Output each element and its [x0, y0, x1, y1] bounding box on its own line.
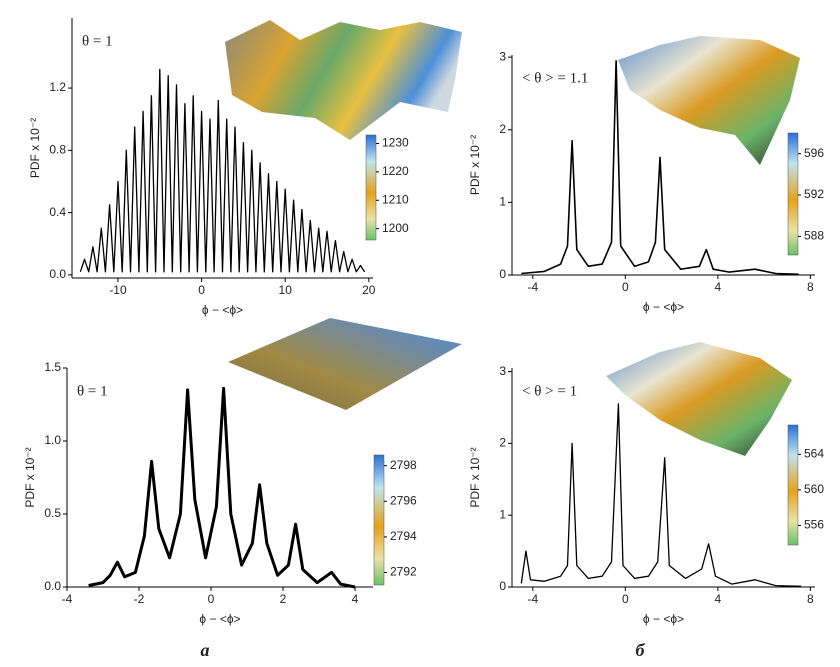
data-line: [88, 386, 356, 589]
colorbar-tick-label: 588: [804, 229, 824, 243]
colorbar: [365, 134, 377, 241]
annotation: θ = 1: [82, 33, 113, 49]
y-tick-label: 0.5: [44, 506, 61, 520]
data-line: [79, 68, 366, 273]
colorbar-tick-label: 596: [804, 146, 824, 160]
y-tick-label: 1.0: [44, 433, 61, 447]
x-tick-label: -4: [62, 592, 73, 606]
x-axis-label: ϕ − <ϕ>: [202, 303, 243, 317]
colorbar-tick-label: 1220: [382, 164, 409, 178]
caption: a: [201, 640, 210, 660]
colorbar-tick-label: 2796: [390, 493, 417, 507]
colorbar-tick-label: 564: [804, 447, 824, 461]
y-axis-label: PDF x 10⁻²: [23, 447, 37, 507]
y-tick-label: 1: [499, 195, 506, 209]
y-tick-label: 0: [499, 267, 506, 281]
colorbar-tick-label: 1210: [382, 192, 409, 206]
x-tick-label: -2: [134, 592, 145, 606]
y-tick-label: 1.2: [49, 80, 66, 94]
y-tick-label: 3: [499, 364, 506, 378]
y-tick-label: 0: [499, 579, 506, 593]
y-tick-label: 0.8: [49, 143, 66, 157]
surface: [618, 36, 800, 165]
y-tick-label: 1.5: [44, 360, 61, 374]
y-tick-label: 2: [499, 436, 506, 450]
colorbar-tick-label: 2792: [390, 565, 417, 579]
annotation: < θ > = 1: [522, 383, 577, 399]
colorbar-tick-label: 560: [804, 482, 824, 496]
x-tick-label: -10: [109, 283, 127, 297]
x-axis-label: ϕ − <ϕ>: [643, 612, 684, 626]
caption: б: [636, 640, 646, 660]
surface: [225, 20, 462, 140]
x-tick-label: 8: [807, 592, 814, 606]
y-axis-label: PDF x 10⁻²: [468, 135, 482, 195]
colorbar-tick-label: 1230: [382, 136, 409, 150]
data-line: [521, 60, 799, 276]
colorbar: [787, 132, 799, 256]
colorbar: [373, 454, 385, 586]
y-tick-label: 2: [499, 122, 506, 136]
annotation: θ = 1: [77, 383, 108, 399]
x-axis-label: ϕ − <ϕ>: [199, 612, 240, 626]
y-tick-label: 0.0: [49, 267, 66, 281]
colorbar-tick-label: 556: [804, 518, 824, 532]
surface: [606, 342, 792, 456]
x-tick-label: 4: [715, 280, 722, 294]
x-tick-label: 0: [622, 592, 629, 606]
colorbar: [787, 424, 799, 546]
colorbar-tick-label: 2798: [390, 458, 417, 472]
x-tick-label: 10: [279, 283, 293, 297]
y-tick-label: 0.0: [44, 579, 61, 593]
data-line: [520, 403, 802, 587]
x-tick-label: -4: [527, 592, 538, 606]
y-tick-label: 0.4: [49, 205, 66, 219]
y-axis-label: PDF x 10⁻²: [468, 447, 482, 507]
x-tick-label: 20: [362, 283, 376, 297]
x-tick-label: 4: [715, 592, 722, 606]
surface-plots: [225, 20, 800, 456]
x-tick-label: 8: [807, 280, 814, 294]
annotation: < θ > = 1.1: [522, 70, 588, 86]
y-axis-label: PDF x 10⁻²: [28, 118, 42, 178]
x-tick-label: 0: [198, 283, 205, 297]
colorbar-tick-label: 592: [804, 187, 824, 201]
x-tick-label: 2: [280, 592, 287, 606]
x-axis-label: ϕ − <ϕ>: [643, 300, 684, 314]
y-tick-label: 1: [499, 507, 506, 521]
x-tick-label: 0: [208, 592, 215, 606]
y-tick-label: 3: [499, 49, 506, 63]
x-tick-label: -4: [527, 280, 538, 294]
x-tick-label: 4: [352, 592, 359, 606]
x-tick-label: 0: [622, 280, 629, 294]
colorbar-tick-label: 1200: [382, 221, 409, 235]
surface: [228, 318, 462, 410]
colorbar-tick-label: 2794: [390, 529, 417, 543]
